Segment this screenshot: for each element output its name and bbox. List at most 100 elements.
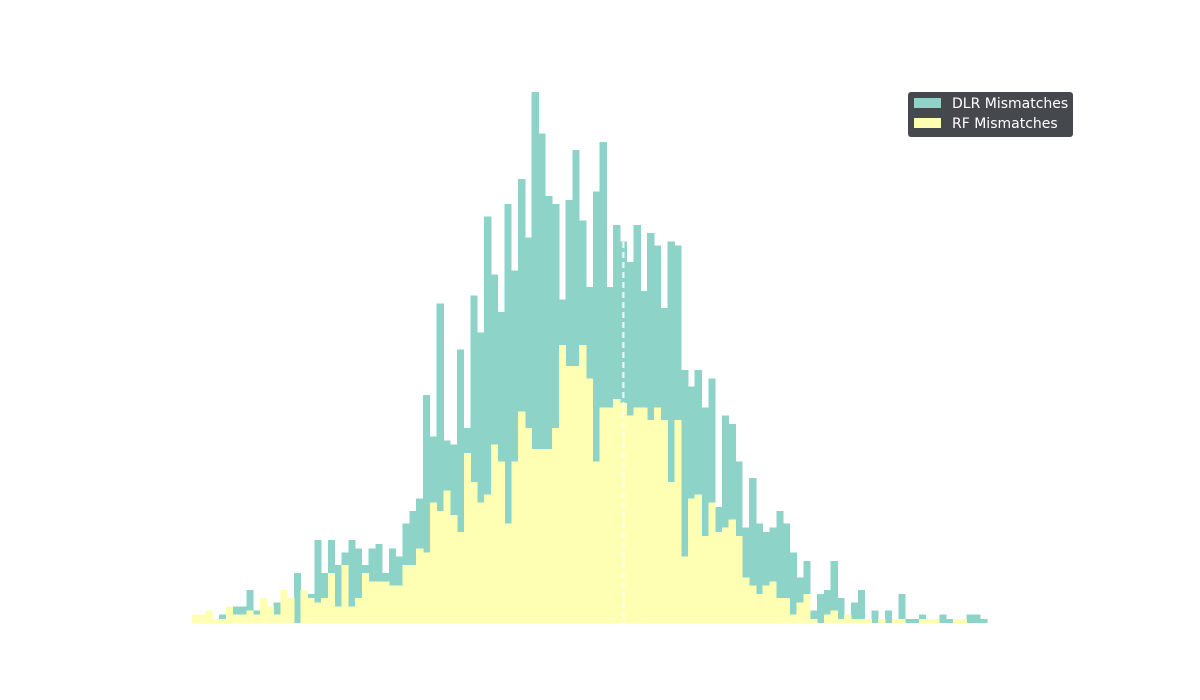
dlr-bar-83 <box>755 523 764 623</box>
rf-bar-96 <box>844 614 852 623</box>
rf-bar-26 <box>368 581 376 623</box>
dlr-bar-89 <box>796 577 804 623</box>
dlr-bar-36 <box>436 303 444 623</box>
rf-bar-51 <box>538 448 546 623</box>
rf-bar-11 <box>266 606 274 623</box>
legend-swatch-dlr <box>914 98 941 108</box>
rf-bar-29 <box>389 585 397 623</box>
dlr-bar-34 <box>422 394 431 623</box>
dlr-bar-98 <box>857 589 865 623</box>
rf-bar-37 <box>443 490 451 623</box>
rf-bar-10 <box>259 598 268 623</box>
rf-bar-1 <box>198 614 206 623</box>
dlr-bar-115 <box>973 614 981 623</box>
rf-bar-38 <box>450 515 458 623</box>
rf-bar-101 <box>878 618 886 623</box>
dlr-bar-84 <box>762 531 770 623</box>
rf-bar-70 <box>667 481 675 623</box>
dlr-bar-106 <box>912 618 920 623</box>
dlr-bar-88 <box>789 552 798 623</box>
rf-bar-23 <box>348 606 356 623</box>
legend-label-dlr: DLR Mismatches <box>952 96 1068 112</box>
rf-bar-53 <box>552 428 560 623</box>
rf-bar-50 <box>531 448 539 623</box>
rf-bar-54 <box>558 345 567 623</box>
rf-bar-57 <box>579 345 587 623</box>
rf-bar-68 <box>653 407 662 623</box>
rf-bar-66 <box>640 407 648 623</box>
dlr-bar-111 <box>946 618 954 623</box>
rf-bar-9 <box>253 614 261 623</box>
rf-bar-8 <box>246 610 254 623</box>
rf-bar-22 <box>341 564 349 623</box>
rf-bar-0 <box>192 614 200 623</box>
dlr-bar-46 <box>504 204 512 623</box>
rf-bar-52 <box>545 448 553 623</box>
rf-bar-58 <box>586 378 594 623</box>
dlr-bar-100 <box>871 610 879 623</box>
legend: DLR Mismatches RF Mismatches <box>908 92 1073 137</box>
rf-bar-44 <box>490 444 499 623</box>
rf-bar-65 <box>633 407 641 623</box>
dlr-bar-52 <box>545 195 553 623</box>
rf-bar-46 <box>504 523 512 623</box>
dlr-bar-15 <box>293 573 302 623</box>
rf-bar-108 <box>925 618 933 623</box>
rf-bar-49 <box>524 428 533 623</box>
dlr-bar-82 <box>749 477 757 623</box>
rf-bar-98 <box>857 618 865 623</box>
rf-bar-34 <box>422 552 431 623</box>
rf-bar-14 <box>287 598 295 623</box>
rf-bar-45 <box>497 461 505 623</box>
dlr-bar-102 <box>884 610 893 623</box>
dlr-bar-81 <box>742 527 750 623</box>
rf-bar-61 <box>606 407 614 623</box>
rf-bar-64 <box>626 415 634 623</box>
rf-bar-113 <box>959 618 967 623</box>
rf-bar-84 <box>762 585 770 623</box>
rf-bar-59 <box>592 461 601 623</box>
dlr-bar-8 <box>246 589 254 623</box>
rf-bar-7 <box>239 614 247 623</box>
dlr-bar-91 <box>810 610 818 623</box>
rf-bar-104 <box>898 618 906 623</box>
rf-bar-71 <box>674 419 682 623</box>
dlr-bar-78 <box>721 415 730 623</box>
dlr-bar-41 <box>470 295 478 623</box>
rf-bar-17 <box>307 598 315 623</box>
rf-bar-39 <box>456 531 465 623</box>
dlr-bar-23 <box>348 540 356 623</box>
dlr-bar-97 <box>850 602 859 623</box>
rf-bar-97 <box>850 618 859 623</box>
rf-bar-32 <box>409 564 417 623</box>
dlr-bar-70 <box>667 241 675 623</box>
dlr-bar-43 <box>484 216 492 623</box>
dlr-bar-48 <box>518 179 526 624</box>
rf-bar-28 <box>382 581 390 623</box>
dlr-bar-7 <box>239 606 247 623</box>
rf-bar-89 <box>796 602 804 623</box>
dlr-bar-94 <box>830 560 838 623</box>
dlr-bar-60 <box>599 141 607 623</box>
rf-bar-80 <box>735 535 743 623</box>
rf-bar-73 <box>687 498 696 623</box>
dlr-bar-24 <box>355 548 363 623</box>
rf-bar-88 <box>789 614 798 623</box>
legend-background <box>908 92 1073 137</box>
legend-swatch-rf <box>914 118 941 128</box>
dlr-bar-51 <box>538 133 546 623</box>
rf-bar-67 <box>647 419 655 623</box>
rf-bar-2 <box>205 610 213 623</box>
rf-bar-30 <box>395 585 403 623</box>
rf-bar-76 <box>708 502 716 623</box>
rf-bar-35 <box>429 502 437 623</box>
dlr-bar-86 <box>776 511 784 623</box>
rf-bar-4 <box>219 618 227 623</box>
rf-bar-112 <box>952 618 961 623</box>
rf-bar-19 <box>321 598 329 623</box>
rf-bar-16 <box>300 589 308 623</box>
rf-bar-56 <box>572 365 580 623</box>
dlr-bar-93 <box>823 589 831 623</box>
rf-bar-94 <box>830 610 838 623</box>
